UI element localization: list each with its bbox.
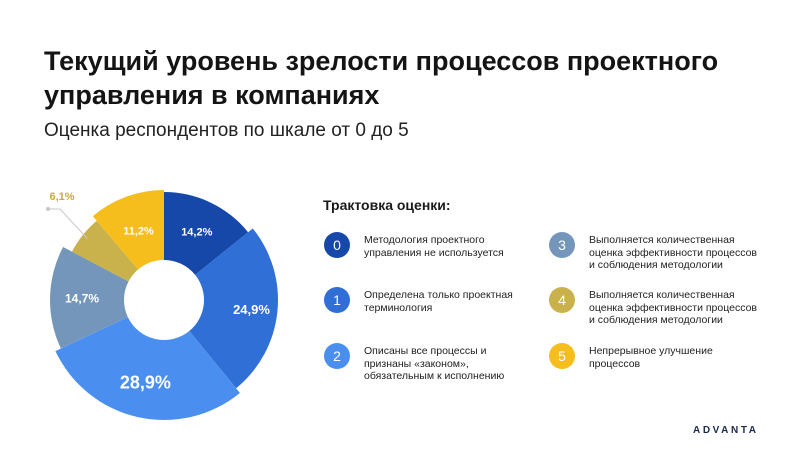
legend-item-3: 3 Выполняется количественная оценка эффе… xyxy=(549,232,757,272)
page-title: Текущий уровень зрелости процессов проек… xyxy=(44,46,719,110)
page-subtitle: Оценка респондентов по шкале от 0 до 5 xyxy=(44,120,409,141)
donut-slice-3 xyxy=(49,246,129,349)
donut-slice-2 xyxy=(55,317,240,420)
advanta-logo: ADVANTA xyxy=(693,425,759,436)
donut-slice-4 xyxy=(71,220,139,282)
legend-text-2: Описаны все процессы и признаны «законом… xyxy=(364,345,505,382)
legend-badge-5: 5 xyxy=(549,343,575,369)
legend-badge-4: 4 xyxy=(549,287,575,313)
legend-badge-1: 1 xyxy=(324,287,350,313)
slice-label-2: 28,9% xyxy=(120,372,171,392)
legend-badge-3: 3 xyxy=(549,232,575,258)
legend-text-1: Определена только проектная терминология xyxy=(364,289,513,314)
legend-badge-2: 2 xyxy=(324,343,350,369)
donut-chart: 14,2% 24,9% 28,9% 14,7% 6,1% 11,2% xyxy=(46,189,278,420)
legend-item-1: 1 Определена только проектная терминолог… xyxy=(324,287,532,314)
label-leader-dot xyxy=(46,207,50,211)
legend-text-0: Методология проектного управления не исп… xyxy=(364,234,504,259)
slice-label-4: 6,1% xyxy=(49,191,74,203)
legend-item-0: 0 Методология проектного управления не и… xyxy=(324,232,532,259)
legend-text-4: Выполняется количественная оценка эффект… xyxy=(589,289,758,326)
slice-label-1: 24,9% xyxy=(233,302,270,317)
legend-item-4: 4 Выполняется количественная оценка эффе… xyxy=(549,287,757,327)
legend-item-2: 2 Описаны все процессы и признаны «закон… xyxy=(324,343,532,383)
legend-text-5: Непрерывное улучшение процессов xyxy=(589,345,713,370)
legend-text-3: Выполняется количественная оценка эффект… xyxy=(589,234,758,271)
slice-label-5: 11,2% xyxy=(123,225,154,237)
slice-label-3: 14,7% xyxy=(65,292,99,306)
donut-slice-5 xyxy=(92,189,164,270)
donut-slice-0 xyxy=(164,192,249,275)
legend-title: Трактовка оценки: xyxy=(323,197,451,213)
legend-item-5: 5 Непрерывное улучшение процессов xyxy=(549,343,757,370)
legend-badge-0: 0 xyxy=(324,232,350,258)
label-leader-line xyxy=(48,208,88,240)
logo-text: ADVANTA xyxy=(693,425,759,436)
slice-label-0: 14,2% xyxy=(181,226,212,238)
donut-slice-1 xyxy=(189,228,278,389)
